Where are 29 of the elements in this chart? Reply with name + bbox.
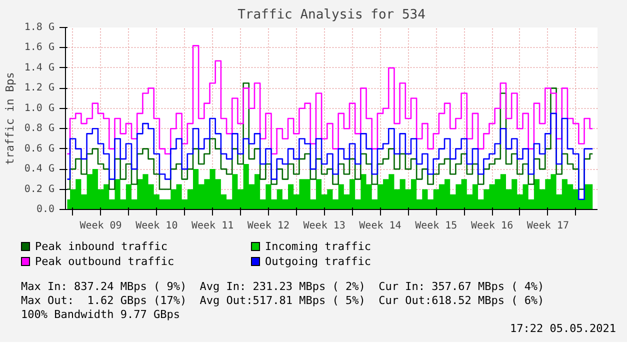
- text: 17:22 05.05.2021: [509, 322, 616, 336]
- text: Max Out: 1.62 GBps (17%) Avg Out:517.81 MBps ( 5%) Cur Out:618.52 MBps ( 6%): [21, 294, 544, 308]
- y-tick-label: 1.0 G: [24, 102, 55, 114]
- y-tick-label: 1.6 G: [24, 42, 55, 54]
- y-tick-label: 1.4 G: [24, 62, 55, 74]
- legend-label: Peak inbound traffic: [34, 240, 168, 254]
- x-tick-label: Week 16: [470, 220, 514, 232]
- x-tick-label: Week 14: [359, 220, 402, 232]
- x-tick-label: Week 11: [191, 220, 234, 232]
- y-tick-label: 0.4 G: [24, 164, 55, 175]
- y-tick-label: 0.0: [36, 204, 54, 215]
- y-tick-label: 0.8 G: [24, 123, 55, 134]
- x-tick-label: Week 09: [80, 220, 122, 232]
- x-tick-label: Week 10: [136, 220, 178, 232]
- y-tick-label: 1.8 G: [24, 22, 55, 33]
- y-tick-label: 0.6 G: [24, 143, 55, 154]
- chart-title: Traffic Analysis for 534: [238, 8, 426, 22]
- x-tick-label: Week 13: [303, 220, 346, 232]
- x-tick-label: Week 12: [247, 220, 290, 232]
- x-tick-label: Week 17: [526, 220, 570, 232]
- text: Max In: 837.24 MBps ( 9%) Avg In: 231.23 MBps ( 2%) Cur In: 357.67 MBps ( 4%): [21, 280, 544, 294]
- legend-label: Incoming traffic: [264, 240, 372, 254]
- y-axis-title: traffic in Bps: [3, 72, 16, 165]
- legend-label: Outgoing traffic: [264, 255, 372, 269]
- y-tick-label: 1.2 G: [24, 82, 55, 94]
- x-tick-label: Week 15: [415, 220, 458, 232]
- y-tick-label: 0.2 G: [24, 184, 55, 195]
- text: 100% Bandwidth 9.77 GBps: [21, 308, 180, 322]
- legend-label: Peak outbound traffic: [34, 255, 176, 269]
